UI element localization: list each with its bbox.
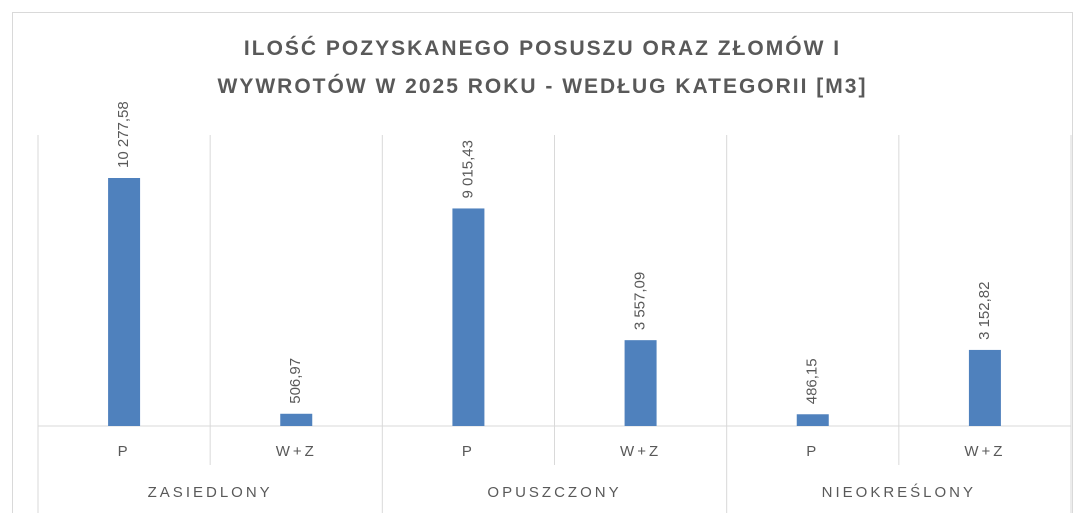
bar <box>108 178 141 426</box>
group-label: ZASIEDLONY <box>148 484 273 501</box>
value-label: 9 015,43 <box>459 140 476 198</box>
value-label: 10 277,58 <box>115 101 132 168</box>
chart-title: ILOŚĆ POZYSKANEGO POSUSZU ORAZ ZŁOMÓW I … <box>217 37 868 98</box>
bar <box>452 208 485 426</box>
x-tick-label: P <box>118 443 131 460</box>
value-label: 3 557,09 <box>632 272 649 330</box>
x-tick-label: P <box>462 443 475 460</box>
bar <box>796 414 829 426</box>
x-tick-label: P <box>806 443 819 460</box>
bar <box>280 413 313 426</box>
value-label: 506,97 <box>287 358 304 404</box>
bar <box>968 349 1001 426</box>
value-label: 3 152,82 <box>976 282 993 340</box>
x-tick-label: W+Z <box>620 443 661 460</box>
chart-border <box>12 12 1073 513</box>
bar <box>624 340 657 426</box>
group-label: OPUSZCZONY <box>487 484 621 501</box>
group-label: NIEOKREŚLONY <box>822 483 976 501</box>
x-tick-label: W+Z <box>964 443 1005 460</box>
x-tick-label: W+Z <box>276 443 317 460</box>
value-label: 486,15 <box>804 358 821 404</box>
